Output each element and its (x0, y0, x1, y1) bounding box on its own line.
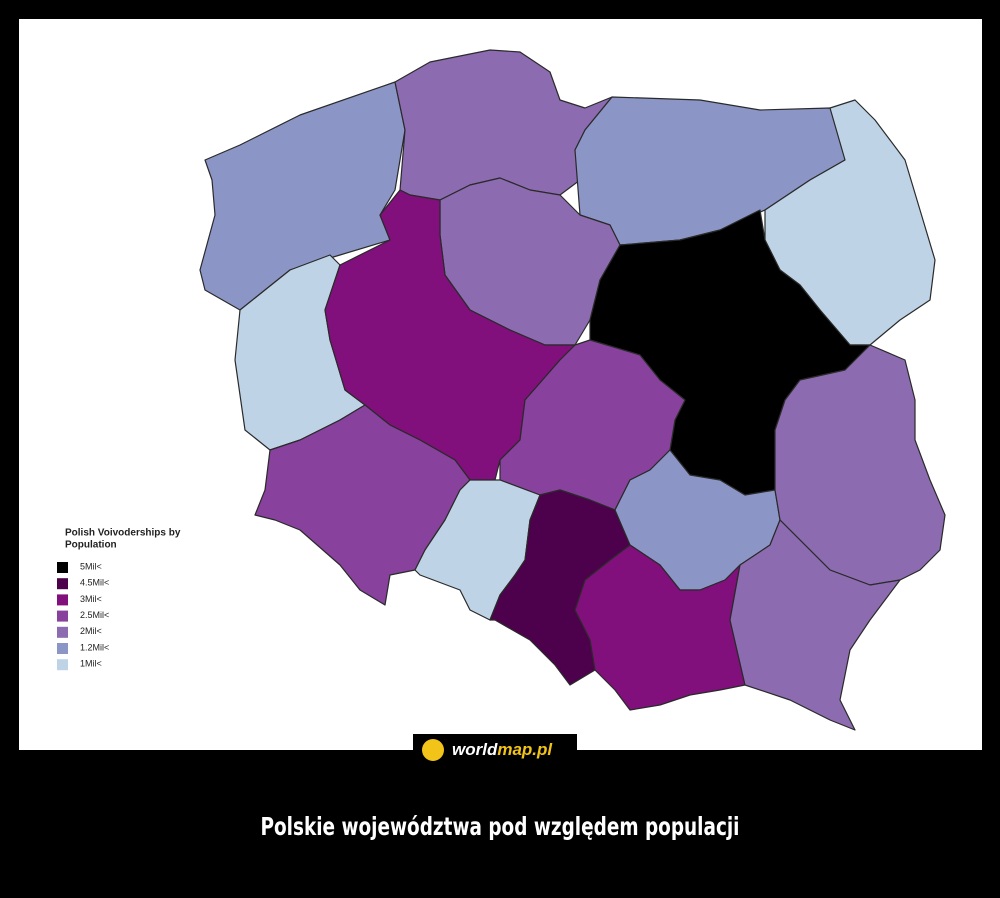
legend-swatch (57, 594, 68, 606)
legend-label: 3Mil< (80, 594, 102, 604)
legend-swatch (57, 578, 68, 590)
logo-part: world (452, 740, 498, 759)
legend-label: 4.5Mil< (80, 578, 109, 588)
logo-icon (422, 739, 444, 761)
legend-swatch (57, 659, 68, 671)
legend-label: 1.2Mil< (80, 642, 109, 652)
legend-swatch (57, 610, 68, 622)
legend-swatch (57, 626, 68, 638)
region (729, 519, 901, 731)
legend-title: Polish Voivoderships by (65, 528, 181, 539)
legend-label: 5Mil< (80, 561, 102, 571)
region (199, 81, 406, 311)
legend-label: 2.5Mil< (80, 610, 109, 620)
legend-swatch (57, 643, 68, 654)
legend-title: Population (65, 540, 117, 551)
logo: worldmap.pl (452, 740, 553, 759)
legend-swatch (57, 562, 68, 573)
legend-label: 2Mil< (80, 626, 102, 636)
legend: Polish Voivoderships by Population 5Mil<… (57, 528, 181, 671)
map (199, 49, 946, 731)
caption: Polskie województwa pod względem populac… (260, 813, 739, 841)
logo-part: map.pl (497, 740, 553, 759)
legend-label: 1Mil< (80, 659, 102, 669)
